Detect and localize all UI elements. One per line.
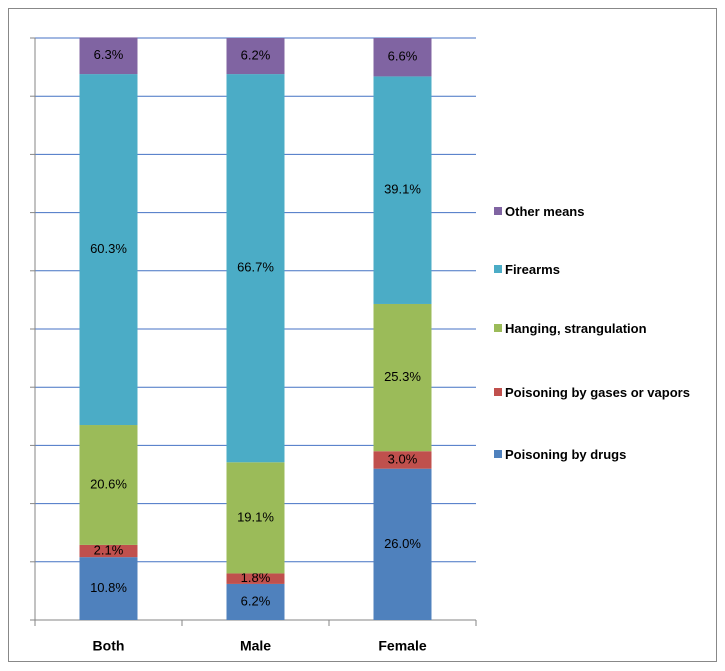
data-label: 25.3% xyxy=(384,369,421,384)
data-label: 60.3% xyxy=(90,241,127,256)
legend-item: Poisoning by gases or vapors xyxy=(494,384,715,401)
legend-swatch xyxy=(494,207,502,215)
data-label: 26.0% xyxy=(384,536,421,551)
bar-segment xyxy=(373,303,432,452)
data-label: 1.8% xyxy=(241,570,271,585)
legend-item: Other means xyxy=(494,203,715,220)
bar-segment xyxy=(79,74,138,426)
bar-segment xyxy=(373,468,432,620)
data-label: 3.0% xyxy=(388,451,418,466)
bar-segment xyxy=(226,462,285,574)
data-label: 6.2% xyxy=(241,47,271,62)
legend-label: Firearms xyxy=(505,262,560,277)
data-label: 2.1% xyxy=(94,542,124,557)
data-label: 10.8% xyxy=(90,580,127,595)
legend-swatch xyxy=(494,388,502,396)
legend-swatch xyxy=(494,450,502,458)
data-label: 66.7% xyxy=(237,260,274,275)
bar-segment xyxy=(79,544,138,558)
x-tick-label: Male xyxy=(240,638,271,654)
x-tick-label: Female xyxy=(378,638,426,654)
data-label: 39.1% xyxy=(384,182,421,197)
legend-item: Poisoning by drugs xyxy=(494,446,715,463)
data-label: 20.6% xyxy=(90,476,127,491)
bar-segment xyxy=(373,38,432,77)
bar-segment xyxy=(226,74,285,463)
bar-segment xyxy=(79,37,138,75)
bar-segment xyxy=(373,451,432,469)
bar-segment xyxy=(226,573,285,584)
legend-item: Hanging, strangulation xyxy=(494,320,715,337)
legend-swatch xyxy=(494,265,502,273)
bar-segment xyxy=(79,425,138,545)
data-label: 6.2% xyxy=(241,593,271,608)
legend-item: Firearms xyxy=(494,261,715,278)
bar-segment xyxy=(226,583,285,620)
legend-swatch xyxy=(494,324,502,332)
bar-segment xyxy=(79,557,138,620)
data-label: 6.6% xyxy=(388,49,418,64)
data-label: 6.3% xyxy=(94,47,124,62)
data-label: 19.1% xyxy=(237,509,274,524)
legend-label: Other means xyxy=(505,204,585,219)
legend-label: Poisoning by gases or vapors xyxy=(505,385,690,400)
bar-segment xyxy=(373,76,432,304)
legend-label: Poisoning by drugs xyxy=(505,447,627,462)
bar-segment xyxy=(226,38,285,75)
legend-label: Hanging, strangulation xyxy=(505,321,647,336)
x-tick-label: Both xyxy=(93,638,125,654)
